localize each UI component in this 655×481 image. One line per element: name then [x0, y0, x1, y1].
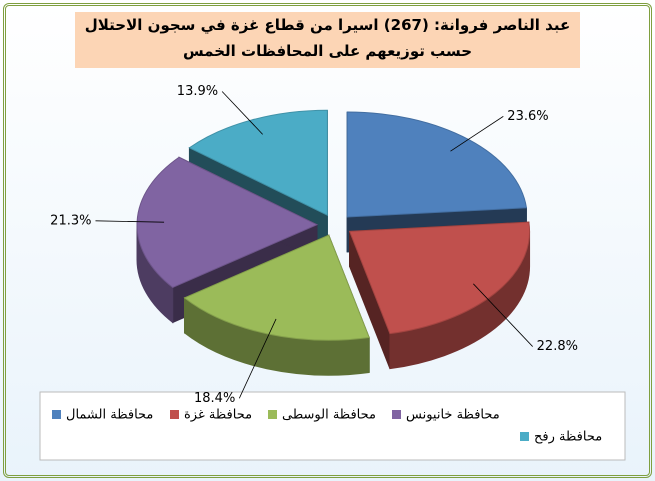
- slice-top: [183, 234, 370, 341]
- data-label: 13.9%: [177, 84, 218, 99]
- legend-box: [39, 391, 626, 461]
- slice: [348, 221, 531, 370]
- leader-line: [221, 91, 263, 135]
- leader-line: [450, 116, 504, 152]
- slice-top: [348, 221, 530, 335]
- title-box: عبد الناصر فروانة: (267) اسيرا من قطاع غ…: [75, 12, 580, 68]
- slice: [183, 234, 370, 376]
- legend-label: محافظة الوسطى: [282, 408, 376, 423]
- chart-subtitle: حسب توزيعهم على المحافظات الخمس: [182, 42, 473, 60]
- data-label: 22.8%: [537, 339, 578, 354]
- slice-top: [188, 109, 328, 217]
- leader-line: [95, 220, 165, 223]
- slice-top: [346, 111, 528, 218]
- legend-swatch: [520, 432, 529, 441]
- legend-swatch: [52, 410, 61, 419]
- legend-swatch: [392, 410, 401, 419]
- legend-label: محافظة الشمال: [66, 408, 153, 423]
- legend-label: محافظة خانيونس: [406, 408, 500, 423]
- frame: [3, 3, 652, 478]
- legend-swatch: [170, 410, 179, 419]
- leader-line: [238, 318, 277, 399]
- legend-label: محافظة رفح: [534, 430, 602, 445]
- leader-line: [473, 283, 533, 347]
- chart-title: عبد الناصر فروانة: (267) اسيرا من قطاع غ…: [84, 16, 571, 34]
- data-label: 18.4%: [194, 391, 235, 406]
- data-label: 23.6%: [507, 109, 548, 124]
- data-label: 21.3%: [50, 213, 91, 228]
- legend-swatch: [268, 410, 277, 419]
- legend-label: محافظة غزة: [184, 408, 252, 423]
